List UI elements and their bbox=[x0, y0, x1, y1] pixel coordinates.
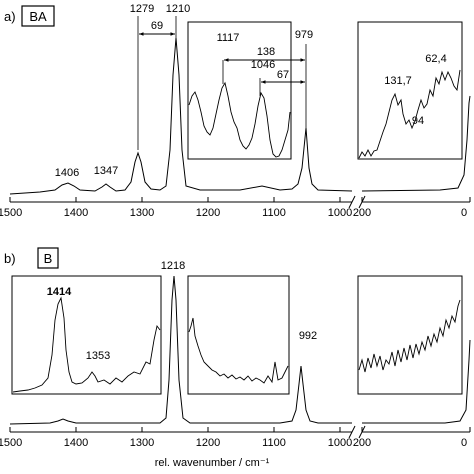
spacing-label-138: 138 bbox=[257, 46, 275, 58]
peak-label-992: 992 bbox=[299, 330, 317, 342]
panel-a-ticks bbox=[9, 197, 471, 202]
peak-label-979: 979 bbox=[295, 29, 313, 41]
inset-peak-label-94: 94 bbox=[412, 115, 424, 127]
panel-b-tick-label: 1400 bbox=[64, 437, 88, 449]
panel-a-inset-low bbox=[357, 21, 463, 160]
panel-a-tick-label: 1100 bbox=[262, 207, 286, 219]
peak-label-1279: 1279 bbox=[130, 3, 154, 15]
panel-b-sample-label: B bbox=[44, 251, 53, 266]
panel-a-tick-label: 200 bbox=[353, 207, 371, 219]
peak-label-1218: 1218 bbox=[161, 260, 185, 272]
inset-peak-label-62-4: 62,4 bbox=[425, 53, 446, 65]
peak-label-1210: 1210 bbox=[166, 3, 190, 15]
inset-peak-label-1046: 1046 bbox=[251, 59, 275, 71]
panel-b-inset-mid-spectrum bbox=[188, 317, 289, 384]
panel-b-tick-labels: 1500 1400 1300 1200 1100 1000 200 0 bbox=[0, 437, 467, 449]
panel-a-sample-label: BA bbox=[29, 9, 47, 24]
panel-b-tick-label: 0 bbox=[461, 437, 467, 449]
panel-a-sample-box bbox=[21, 5, 55, 27]
panel-a-inset-mid-spectrum bbox=[188, 81, 291, 158]
spacing-label-69: 69 bbox=[151, 20, 163, 32]
spacing-label-67: 67 bbox=[277, 69, 289, 81]
panel-a: a) BA 1500 1400 1300 1200 1100 1000 200 … bbox=[0, 3, 471, 219]
panel-b-main-spectrum bbox=[9, 275, 352, 425]
panel-a-tick-label: 1400 bbox=[64, 207, 88, 219]
inset-peak-label-131-7: 131,7 bbox=[384, 75, 412, 87]
panel-b-inset-right-spectrum bbox=[358, 299, 461, 373]
panel-a-label: a) bbox=[4, 9, 16, 24]
panel-b-tick-label: 200 bbox=[353, 437, 371, 449]
panel-b-ticks bbox=[9, 427, 471, 432]
peak-label-1347: 1347 bbox=[94, 165, 118, 177]
inset-peak-label-1414: 1414 bbox=[47, 286, 72, 298]
panel-a-tick-labels: 1500 1400 1300 1200 1100 1000 200 0 bbox=[0, 207, 467, 219]
panel-b-axis-break-1 bbox=[348, 425, 356, 439]
panel-a-tick-label: 1300 bbox=[130, 207, 154, 219]
panel-b-tick-label: 1500 bbox=[0, 437, 22, 449]
panel-b-tick-label: 1200 bbox=[196, 437, 220, 449]
panel-b: b) B 1500 1400 1300 1200 1100 1000 200 0 bbox=[0, 247, 471, 449]
panel-b-tick-label: 1000 bbox=[328, 437, 352, 449]
panel-b-tick-label: 1300 bbox=[130, 437, 154, 449]
panel-b-tick-label: 1100 bbox=[262, 437, 286, 449]
panel-b-sample-box bbox=[37, 247, 59, 269]
panel-b-inset-left-spectrum bbox=[12, 296, 161, 393]
peak-label-1406: 1406 bbox=[55, 167, 79, 179]
panel-a-main-spectrum bbox=[9, 37, 353, 195]
panel-a-axis-break-1 bbox=[348, 195, 356, 209]
panel-b-inset-mid bbox=[187, 275, 290, 395]
panel-a-tick-label: 1500 bbox=[0, 207, 22, 219]
panel-b-low-freq-spectrum bbox=[362, 339, 471, 424]
panel-a-inset-low-spectrum bbox=[358, 69, 461, 159]
panel-b-inset-right bbox=[357, 275, 463, 395]
panel-a-tick-label: 0 bbox=[461, 207, 467, 219]
panel-a-tick-label: 1200 bbox=[196, 207, 220, 219]
x-axis-label: rel. wavenumber / cm⁻¹ bbox=[155, 457, 270, 469]
panel-b-label: b) bbox=[4, 251, 16, 266]
panel-a-low-freq-spectrum bbox=[361, 95, 471, 192]
inset-peak-label-1117: 1117 bbox=[217, 32, 240, 44]
inset-peak-label-1353: 1353 bbox=[86, 350, 110, 362]
panel-a-tick-label: 1000 bbox=[328, 207, 352, 219]
panel-b-inset-left bbox=[11, 275, 162, 395]
